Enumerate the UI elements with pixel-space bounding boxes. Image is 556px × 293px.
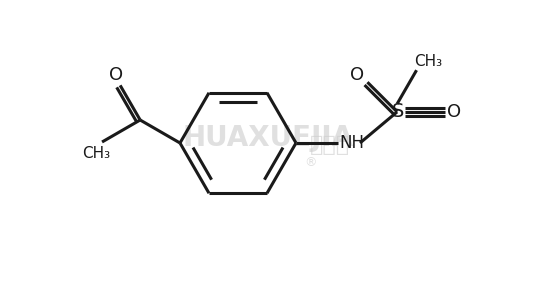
Text: CH₃: CH₃ xyxy=(82,146,110,161)
Text: 化学加: 化学加 xyxy=(310,135,350,155)
Text: HUAXUEJIA: HUAXUEJIA xyxy=(182,124,354,152)
Text: ®: ® xyxy=(304,156,316,169)
Text: O: O xyxy=(109,66,123,84)
Text: O: O xyxy=(350,66,365,84)
Text: S: S xyxy=(392,102,404,121)
Text: CH₃: CH₃ xyxy=(414,54,443,69)
Text: NH: NH xyxy=(340,134,365,152)
Text: O: O xyxy=(447,103,461,121)
